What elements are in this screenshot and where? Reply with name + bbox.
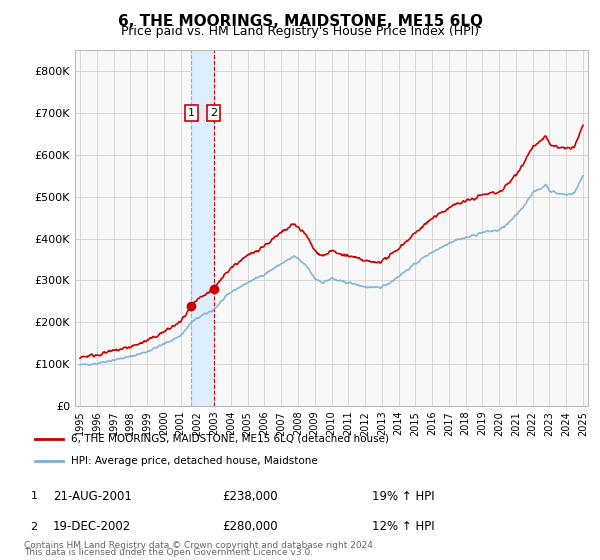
- Text: This data is licensed under the Open Government Licence v3.0.: This data is licensed under the Open Gov…: [24, 548, 313, 557]
- Text: 1: 1: [188, 108, 195, 118]
- Text: 6, THE MOORINGS, MAIDSTONE, ME15 6LQ (detached house): 6, THE MOORINGS, MAIDSTONE, ME15 6LQ (de…: [71, 434, 389, 444]
- Text: 12% ↑ HPI: 12% ↑ HPI: [372, 520, 434, 534]
- Text: 19-DEC-2002: 19-DEC-2002: [53, 520, 131, 534]
- Text: 1: 1: [31, 491, 37, 501]
- Text: 6, THE MOORINGS, MAIDSTONE, ME15 6LQ: 6, THE MOORINGS, MAIDSTONE, ME15 6LQ: [118, 14, 482, 29]
- Text: £238,000: £238,000: [222, 489, 278, 503]
- Bar: [191, 50, 214, 406]
- Text: 21-AUG-2001: 21-AUG-2001: [53, 489, 131, 503]
- Text: Price paid vs. HM Land Registry's House Price Index (HPI): Price paid vs. HM Land Registry's House …: [121, 25, 479, 38]
- Text: HPI: Average price, detached house, Maidstone: HPI: Average price, detached house, Maid…: [71, 456, 317, 466]
- Text: 19% ↑ HPI: 19% ↑ HPI: [372, 489, 434, 503]
- Text: 2: 2: [31, 522, 37, 532]
- Text: Contains HM Land Registry data © Crown copyright and database right 2024.: Contains HM Land Registry data © Crown c…: [24, 541, 376, 550]
- Text: £280,000: £280,000: [222, 520, 278, 534]
- Text: 2: 2: [210, 108, 217, 118]
